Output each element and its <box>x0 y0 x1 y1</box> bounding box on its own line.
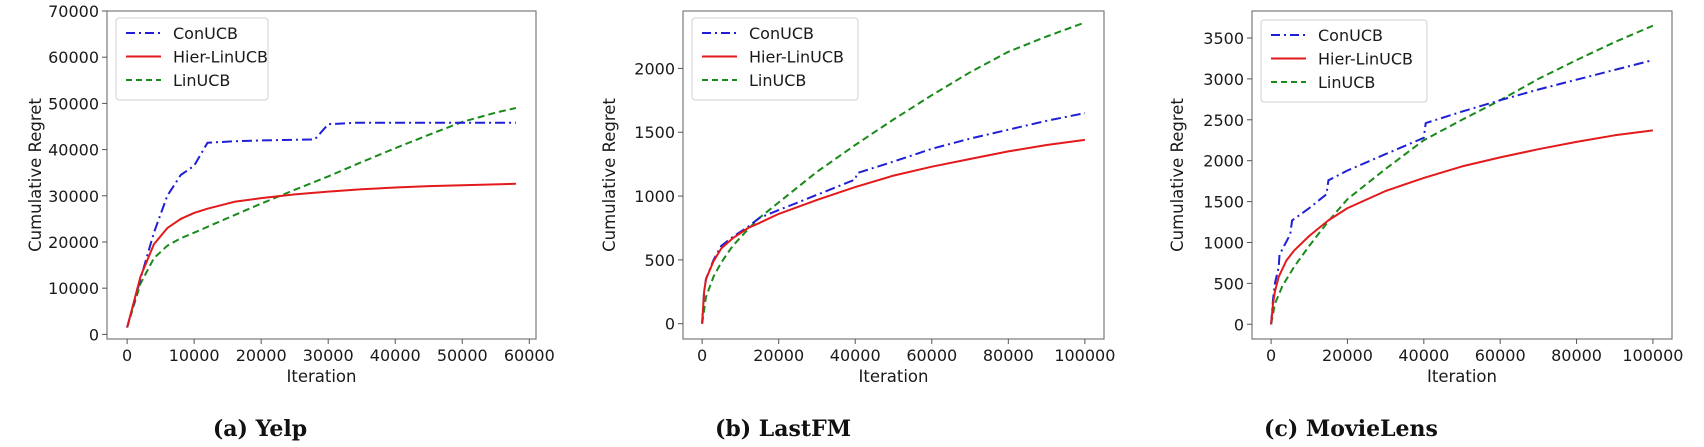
x-tick-label: 40000 <box>1398 346 1449 365</box>
y-axis-label: Cumulative Regret <box>26 98 45 252</box>
x-tick-label: 60000 <box>504 346 555 365</box>
y-tick-label: 1000 <box>1203 233 1244 252</box>
y-tick-label: 40000 <box>48 141 99 160</box>
y-tick-label: 50000 <box>48 94 99 113</box>
x-tick-label: 50000 <box>437 346 488 365</box>
legend-label-conucb: ConUCB <box>1318 26 1383 45</box>
series-line-hier-linucb <box>126 182 516 328</box>
x-tick-label: 100000 <box>1054 346 1115 365</box>
y-tick-label: 3000 <box>1203 70 1244 89</box>
y-tick-label: 1000 <box>634 187 675 206</box>
x-tick-label: 0 <box>697 346 707 365</box>
y-tick-label: 1500 <box>634 123 675 142</box>
x-tick-label: 80000 <box>1551 346 1602 365</box>
x-tick-label: 80000 <box>983 346 1034 365</box>
x-axis-label: Iteration <box>287 367 357 386</box>
legend: ConUCB Hier-LinUCB LinUCB <box>115 17 269 101</box>
legend-label-conucb: ConUCB <box>173 24 238 43</box>
y-tick-label: 3500 <box>1203 29 1244 48</box>
y-axis-label: Cumulative Regret <box>1168 98 1187 252</box>
series-line-linucb <box>701 21 1086 324</box>
series-line-hier-linucb <box>701 138 1086 324</box>
legend-label-hier-linucb: Hier-LinUCB <box>1318 50 1413 69</box>
caption-movielens: (c) MovieLens <box>1264 416 1438 442</box>
caption-lastfm: (b) LastFM <box>714 416 852 442</box>
x-tick-label: 10000 <box>169 346 220 365</box>
legend: ConUCB Hier-LinUCB LinUCB <box>1260 19 1428 103</box>
series-line-linucb <box>1270 24 1654 325</box>
y-tick-label: 20000 <box>48 233 99 252</box>
caption-yelp: (a) Yelp <box>212 416 308 442</box>
x-tick-label: 60000 <box>906 346 957 365</box>
y-tick-label: 500 <box>1213 274 1244 293</box>
y-tick-label: 2000 <box>634 59 675 78</box>
chart-movielens: 0 20000 40000 60000 80000 100000 0 500 1000 1500 2… <box>1168 10 1683 386</box>
series-line-hier-linucb <box>1270 129 1654 325</box>
legend-label-hier-linucb: Hier-LinUCB <box>173 48 268 67</box>
chart-panel-lastfm: 0 20000 40000 60000 80000 100000 0 500 1000 1500 2… <box>568 0 1136 447</box>
y-tick-label: 30000 <box>48 187 99 206</box>
y-tick-label: 0 <box>665 315 675 334</box>
y-axis-label: Cumulative Regret <box>600 98 619 252</box>
legend-label-linucb: LinUCB <box>749 71 806 90</box>
legend-label-linucb: LinUCB <box>173 71 230 90</box>
y-tick-label: 1500 <box>1203 193 1244 212</box>
x-tick-label: 40000 <box>370 346 421 365</box>
y-tick-label: 10000 <box>48 279 99 298</box>
x-tick-label: 0 <box>1266 346 1276 365</box>
chart-panel-movielens: 0 20000 40000 60000 80000 100000 0 500 1000 1500 2… <box>1136 0 1704 447</box>
x-tick-label: 40000 <box>830 346 881 365</box>
x-tick-label: 20000 <box>1322 346 1373 365</box>
y-tick-label: 2000 <box>1203 152 1244 171</box>
chart-lastfm: 0 20000 40000 60000 80000 100000 0 500 1000 1500 2… <box>600 10 1115 386</box>
legend-label-conucb: ConUCB <box>749 24 814 43</box>
x-axis-label: Iteration <box>859 367 929 386</box>
series-line-conucb <box>126 121 516 328</box>
legend-box <box>115 17 269 101</box>
y-tick-label: 0 <box>89 325 99 344</box>
x-axis-label: Iteration <box>1427 367 1497 386</box>
y-tick-label: 2500 <box>1203 111 1244 130</box>
legend: ConUCB Hier-LinUCB LinUCB <box>691 17 859 101</box>
y-tick-label: 60000 <box>48 48 99 67</box>
y-tick-label: 500 <box>644 251 675 270</box>
x-tick-label: 60000 <box>1475 346 1526 365</box>
legend-label-hier-linucb: Hier-LinUCB <box>749 48 844 67</box>
x-tick-label: 20000 <box>236 346 287 365</box>
x-tick-label: 0 <box>122 346 132 365</box>
series-line-conucb <box>1270 59 1654 325</box>
legend-label-linucb: LinUCB <box>1318 73 1375 92</box>
y-tick-label: 0 <box>1234 315 1244 334</box>
x-tick-label: 100000 <box>1622 346 1683 365</box>
x-tick-label: 30000 <box>303 346 354 365</box>
x-tick-label: 20000 <box>753 346 804 365</box>
chart-panel-yelp: 0 10000 20000 30000 40000 50000 60000 0 10000 200… <box>0 0 568 447</box>
chart-yelp: 0 10000 20000 30000 40000 50000 60000 0 10000 200… <box>26 2 555 386</box>
y-tick-label: 70000 <box>48 2 99 21</box>
